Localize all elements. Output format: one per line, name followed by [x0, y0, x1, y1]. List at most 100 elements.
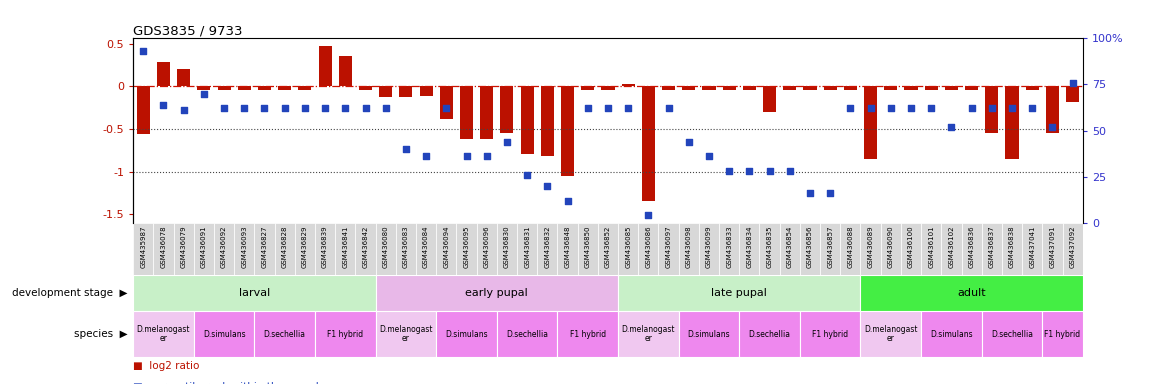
- Point: [982, 105, 1001, 111]
- Text: GSM436827: GSM436827: [262, 225, 267, 268]
- Text: GSM436835: GSM436835: [767, 225, 772, 268]
- Bar: [985, 86, 998, 133]
- Point: [780, 168, 799, 174]
- Text: D.melanogast
er: D.melanogast er: [622, 325, 675, 343]
- Bar: [638, 223, 659, 275]
- Bar: [339, 56, 352, 86]
- Point: [376, 105, 395, 111]
- Bar: [1005, 86, 1019, 159]
- Point: [639, 212, 658, 218]
- Bar: [860, 223, 881, 275]
- Bar: [255, 311, 315, 357]
- Bar: [234, 223, 255, 275]
- Point: [457, 153, 476, 159]
- Text: species  ▶: species ▶: [74, 329, 127, 339]
- Bar: [901, 223, 921, 275]
- Text: GSM436098: GSM436098: [686, 225, 691, 268]
- Bar: [396, 223, 416, 275]
- Point: [800, 190, 819, 196]
- Point: [881, 105, 900, 111]
- Bar: [133, 223, 153, 275]
- Point: [1003, 105, 1021, 111]
- Point: [740, 168, 758, 174]
- Bar: [618, 223, 638, 275]
- Bar: [356, 223, 375, 275]
- Bar: [359, 86, 372, 89]
- Text: GSM436830: GSM436830: [504, 225, 510, 268]
- Text: GSM436099: GSM436099: [706, 225, 712, 268]
- Bar: [739, 311, 800, 357]
- Bar: [924, 86, 938, 89]
- Point: [276, 105, 294, 111]
- Text: F1 hybrid: F1 hybrid: [812, 329, 849, 339]
- Text: GSM435987: GSM435987: [140, 225, 146, 268]
- Bar: [982, 311, 1042, 357]
- Text: GSM436095: GSM436095: [463, 225, 469, 268]
- Bar: [500, 86, 513, 133]
- Point: [235, 105, 254, 111]
- Point: [437, 105, 455, 111]
- Point: [862, 105, 880, 111]
- Bar: [537, 223, 557, 275]
- Bar: [278, 86, 292, 89]
- Text: GSM436857: GSM436857: [827, 225, 834, 268]
- Bar: [481, 86, 493, 139]
- Bar: [315, 223, 335, 275]
- Bar: [295, 223, 315, 275]
- Bar: [137, 86, 149, 134]
- Point: [659, 105, 677, 111]
- Text: adult: adult: [958, 288, 985, 298]
- Bar: [197, 86, 211, 89]
- Text: GSM436086: GSM436086: [645, 225, 651, 268]
- Bar: [739, 223, 760, 275]
- Bar: [315, 311, 375, 357]
- Bar: [557, 223, 578, 275]
- Text: development stage  ▶: development stage ▶: [12, 288, 127, 298]
- Bar: [156, 62, 170, 86]
- Text: D.simulans: D.simulans: [930, 329, 973, 339]
- Bar: [742, 86, 756, 89]
- Text: GSM436852: GSM436852: [604, 225, 611, 268]
- Bar: [723, 86, 735, 89]
- Point: [962, 105, 981, 111]
- Bar: [921, 223, 941, 275]
- Text: D.melanogast
er: D.melanogast er: [379, 325, 433, 343]
- Bar: [860, 275, 1083, 311]
- Bar: [133, 275, 375, 311]
- Bar: [703, 86, 716, 89]
- Point: [336, 105, 354, 111]
- Text: GSM436842: GSM436842: [362, 225, 368, 268]
- Text: GSM436084: GSM436084: [423, 225, 430, 268]
- Bar: [255, 223, 274, 275]
- Text: GSM436839: GSM436839: [322, 225, 328, 268]
- Bar: [841, 223, 860, 275]
- Point: [720, 168, 739, 174]
- Text: GSM437091: GSM437091: [1049, 225, 1055, 268]
- Text: GSM436829: GSM436829: [302, 225, 308, 268]
- Text: GSM436079: GSM436079: [181, 225, 186, 268]
- Bar: [274, 223, 295, 275]
- Bar: [1042, 311, 1083, 357]
- Text: GSM436083: GSM436083: [403, 225, 409, 268]
- Text: GSM436102: GSM436102: [948, 225, 954, 268]
- Bar: [618, 311, 679, 357]
- Point: [134, 48, 153, 55]
- Point: [699, 153, 718, 159]
- Point: [821, 190, 840, 196]
- Text: GSM436833: GSM436833: [726, 225, 732, 268]
- Bar: [659, 223, 679, 275]
- Bar: [699, 223, 719, 275]
- Text: F1 hybrid: F1 hybrid: [328, 329, 364, 339]
- Bar: [800, 223, 820, 275]
- Text: GSM436089: GSM436089: [867, 225, 873, 268]
- Bar: [193, 311, 255, 357]
- Bar: [299, 86, 312, 89]
- Text: GSM436093: GSM436093: [241, 225, 248, 268]
- Point: [295, 105, 314, 111]
- Bar: [885, 86, 897, 89]
- Bar: [416, 223, 437, 275]
- Bar: [258, 86, 271, 89]
- Text: GSM436832: GSM436832: [544, 225, 550, 268]
- Text: late pupal: late pupal: [711, 288, 768, 298]
- Bar: [783, 86, 797, 89]
